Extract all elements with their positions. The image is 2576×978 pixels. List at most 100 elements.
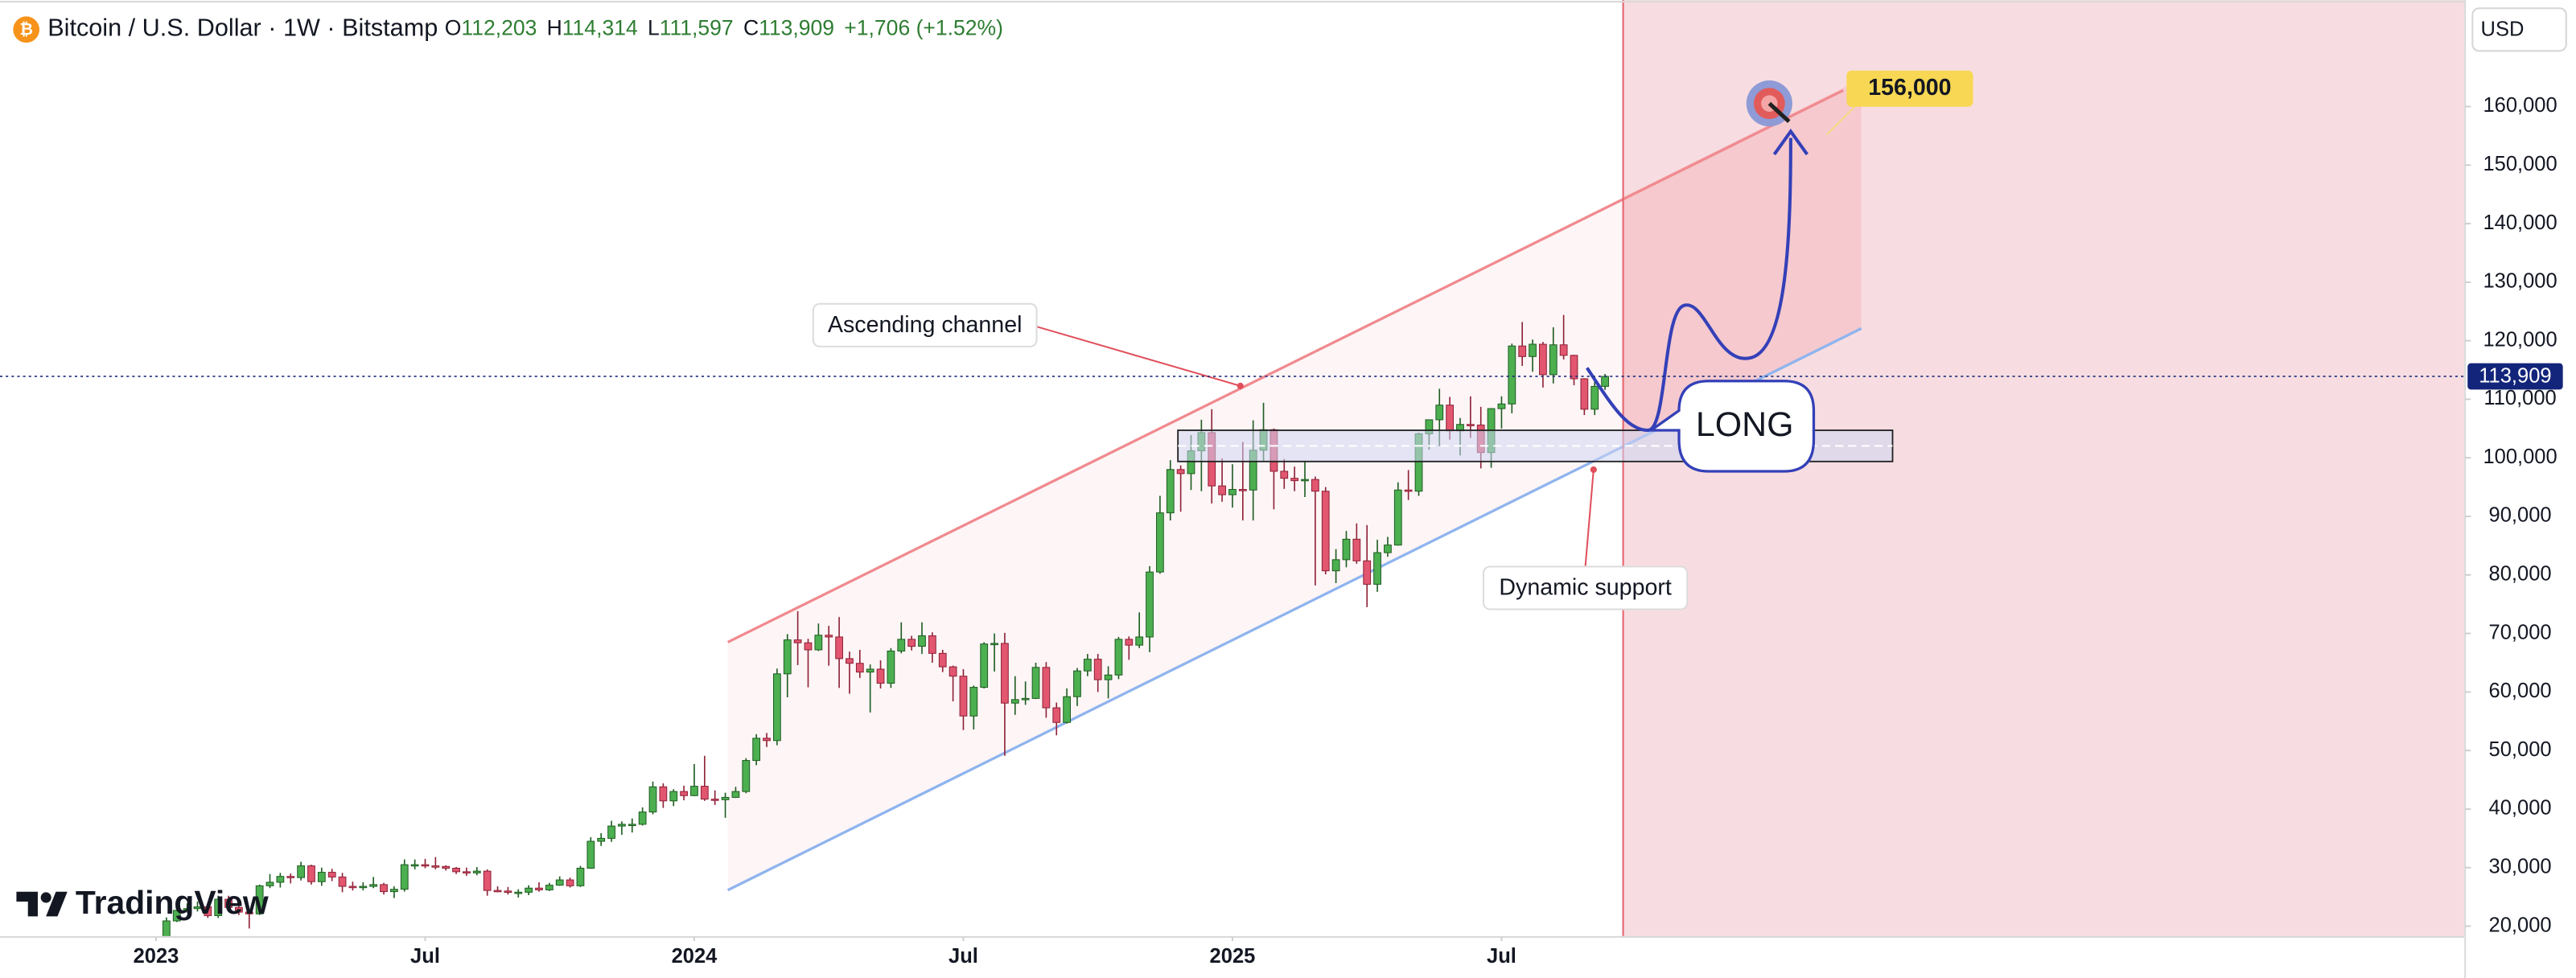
- candle-body: [431, 865, 440, 868]
- candle-body: [959, 676, 968, 717]
- candle-body: [949, 666, 957, 677]
- candle-body: [659, 786, 668, 802]
- target-dart: [1767, 101, 1791, 123]
- candle-body: [783, 639, 792, 675]
- candle-body: [338, 876, 347, 887]
- candle-body: [1601, 376, 1609, 387]
- y-tick-label: 150,000: [2483, 153, 2557, 175]
- target-label: 156,000: [1868, 75, 1951, 101]
- y-tick-label: 90,000: [2489, 504, 2552, 527]
- candle-body: [825, 635, 833, 638]
- candle-body: [1280, 471, 1289, 479]
- candle-body: [555, 879, 564, 886]
- candle-body: [183, 908, 191, 911]
- y-tick-label: 60,000: [2489, 680, 2552, 702]
- ohlc-value: 114,314: [562, 16, 638, 40]
- candle-body: [535, 887, 543, 890]
- candle-body: [1529, 343, 1537, 357]
- candle-body: [1342, 538, 1351, 561]
- candle-body: [1021, 697, 1030, 701]
- ohlc-value: 112,203: [461, 16, 537, 40]
- candle-body: [1435, 405, 1444, 421]
- y-tick-label: 20,000: [2489, 914, 2552, 936]
- callout-box: [812, 302, 1038, 347]
- candle-body: [307, 865, 315, 882]
- candle-body: [348, 886, 357, 889]
- signal-bubble: [1647, 380, 1816, 473]
- candle-body: [638, 812, 647, 825]
- candle-body: [1559, 344, 1568, 356]
- candle-body: [1238, 489, 1247, 491]
- candle-body: [566, 879, 574, 886]
- brand-logo: [40, 892, 51, 903]
- callout-dot: [1237, 382, 1244, 389]
- callout-box: [1482, 565, 1689, 610]
- candle-body: [214, 898, 223, 916]
- candle-body: [545, 885, 553, 890]
- candle-body: [525, 887, 533, 893]
- candle-body: [628, 824, 636, 827]
- candle-body: [193, 906, 202, 910]
- candle-body: [1166, 469, 1175, 514]
- y-tick-label: 140,000: [2483, 212, 2557, 234]
- brand-name: TradingView: [76, 884, 269, 921]
- candle-body: [1290, 478, 1299, 482]
- candle-body: [410, 864, 419, 867]
- candle-body: [1363, 560, 1372, 585]
- ohlc: O112,203 H114,314 L111,597 C113,909 +1,706 (…: [445, 16, 1003, 40]
- candle-body: [1228, 489, 1237, 495]
- candle-body: [980, 643, 989, 688]
- candle-body: [1125, 639, 1134, 646]
- price-axis: [2465, 0, 2576, 978]
- candle-body: [1404, 489, 1413, 492]
- last-price-box: [2467, 363, 2563, 390]
- candle-body: [669, 791, 678, 802]
- candle-body: [442, 865, 451, 869]
- candle-body: [235, 906, 243, 913]
- candle-body: [1508, 345, 1516, 405]
- candle-body: [846, 658, 854, 664]
- candle-body: [224, 898, 232, 908]
- currency-button[interactable]: [2471, 7, 2567, 52]
- ohlc-change: +1,706 (+1.52%): [844, 16, 1003, 40]
- currency-label[interactable]: USD: [2481, 18, 2525, 41]
- candle-body: [1331, 559, 1340, 572]
- candle-body: [1042, 667, 1051, 709]
- callout-line: [1031, 324, 1241, 387]
- y-tick-label: 110,000: [2483, 387, 2556, 409]
- candle-body: [897, 639, 906, 651]
- candle-body: [576, 867, 585, 886]
- candle-body: [1063, 696, 1072, 723]
- candle-body: [1580, 378, 1589, 410]
- candle-body: [907, 639, 916, 647]
- symbol-icon: [13, 16, 40, 43]
- candle-body: [1384, 544, 1392, 553]
- candle-body: [255, 885, 264, 914]
- candle-body: [773, 673, 781, 742]
- candle-body: [204, 906, 212, 916]
- x-tick-label: Jul: [1487, 945, 1516, 968]
- y-tick-label: 50,000: [2489, 738, 2552, 761]
- candle-body: [1010, 699, 1019, 704]
- x-tick-label: Jul: [949, 945, 978, 968]
- candle-body: [731, 791, 740, 798]
- candle-body: [710, 799, 719, 801]
- brand-logo: [16, 891, 38, 917]
- candle-body: [1570, 355, 1578, 380]
- candle-body: [1093, 659, 1102, 680]
- candle-body: [463, 871, 471, 874]
- candle-body: [1321, 491, 1330, 572]
- candle-body: [814, 635, 823, 651]
- callout-dot: [1590, 466, 1597, 474]
- target-line: [1826, 104, 1858, 136]
- candle-body: [1052, 707, 1061, 723]
- ohlc-value: 111,597: [660, 16, 734, 40]
- candle-body: [586, 840, 595, 869]
- candle-body: [327, 872, 336, 877]
- candle-body: [887, 650, 895, 684]
- candle-body: [504, 890, 512, 894]
- candle-body: [1001, 643, 1009, 704]
- x-tick-label: 2024: [672, 945, 718, 968]
- candle-body: [1301, 479, 1309, 482]
